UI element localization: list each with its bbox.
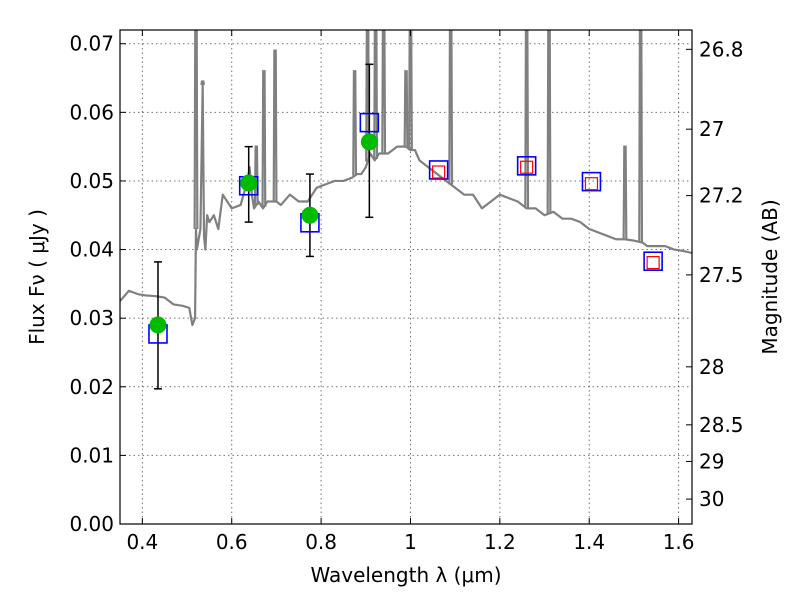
y-tick-label: 0.03 [69, 306, 114, 330]
model-photometry-square [428, 160, 449, 180]
model-spectrum-line [120, 83, 692, 327]
plot-area [120, 30, 692, 390]
emission-line [524, 30, 530, 209]
x-tick-label: 1 [404, 530, 417, 554]
emission-line [193, 30, 199, 229]
emission-line [200, 80, 206, 86]
emission-line [272, 49, 278, 202]
x-tick-label: 1.6 [663, 530, 695, 554]
axis-ticks: 0.4 0.6 0.8 1 1.2 1.4 1.6 0.00 0.01 0.02 0.03 0.04 0… [69, 30, 744, 554]
x-tick-label: 1.4 [573, 530, 605, 554]
clipped-plot [120, 30, 692, 390]
y-tick-label: 0.02 [69, 375, 114, 399]
observed-point [301, 206, 319, 224]
emission-line [448, 30, 454, 185]
model-photometry-square [516, 156, 537, 176]
x-tick-label: 0.6 [216, 530, 248, 554]
emission-line [365, 30, 371, 162]
y2-tick-label: 26.8 [699, 37, 744, 61]
red-square-marker [432, 165, 446, 179]
red-square-marker [520, 160, 534, 174]
y2-tick-label: 27.5 [699, 263, 744, 287]
emission-line [352, 70, 358, 176]
emission-line [638, 30, 644, 243]
emission-line [546, 30, 552, 214]
observed-point [360, 133, 378, 151]
y-axis-right-label: Magnitude (AB) [758, 199, 782, 354]
emission-line [622, 145, 628, 240]
y-tick-label: 0.00 [69, 512, 114, 536]
emission-line [403, 70, 409, 147]
red-square-marker [584, 177, 599, 191]
y-tick-label: 0.07 [69, 32, 114, 56]
y-tick-label: 0.04 [69, 238, 114, 262]
x-axis-label: Wavelength λ (μm) [310, 563, 501, 587]
y-tick-label: 0.01 [69, 443, 114, 467]
plot-frame [119, 29, 693, 525]
y2-tick-label: 30 [699, 487, 724, 511]
y-axis-label: Flux Fν ( μJy ) [25, 209, 49, 345]
y-tick-label: 0.06 [69, 100, 114, 124]
y2-tick-label: 27.2 [699, 184, 744, 208]
y-tick-label: 0.05 [69, 169, 114, 193]
y2-tick-label: 28.5 [699, 413, 744, 437]
model-photometry-square [359, 112, 380, 133]
model-photometry-square [581, 171, 602, 192]
observed-point [149, 316, 167, 334]
x-tick-label: 1.2 [484, 530, 516, 554]
y2-tick-label: 29 [699, 449, 724, 473]
emission-line [381, 30, 387, 154]
emission-line [253, 145, 259, 205]
emission-line [373, 30, 379, 159]
x-tick-label: 0.4 [126, 530, 158, 554]
red-square-marker [646, 255, 660, 270]
emission-line [261, 70, 267, 208]
emission-line [408, 30, 413, 151]
y2-tick-label: 27 [699, 117, 724, 141]
model-photometry-square [643, 251, 663, 272]
observed-point [240, 174, 258, 192]
y2-tick-label: 28 [699, 355, 724, 379]
x-tick-label: 0.8 [305, 530, 337, 554]
